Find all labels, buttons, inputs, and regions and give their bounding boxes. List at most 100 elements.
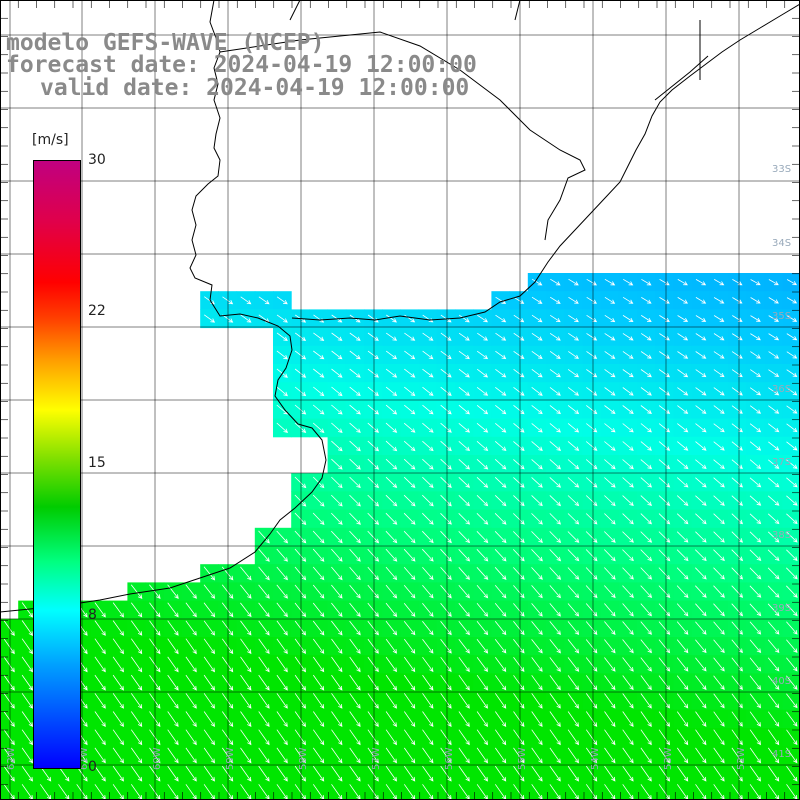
wind-cell [236, 782, 256, 800]
wind-arrow [768, 423, 780, 433]
wind-arrow [385, 656, 397, 673]
wind-arrow [130, 584, 143, 599]
wind-arrow [695, 531, 707, 543]
wind-arrow [149, 620, 161, 636]
wind-arrow [750, 333, 761, 341]
wind-arrows [3, 278, 798, 800]
wind-arrow [713, 657, 725, 672]
wind-arrow [731, 549, 744, 562]
wind-arrow [294, 638, 306, 654]
wind-arrow [458, 477, 470, 488]
wind-arrow [440, 638, 452, 654]
wind-arrow [349, 386, 361, 397]
wind-arrow [676, 711, 689, 727]
wind-arrow [531, 368, 543, 378]
wind-arrow [513, 711, 525, 727]
wind-arrow [476, 585, 489, 599]
wind-arrow [767, 621, 780, 635]
wind-arrow [331, 386, 343, 397]
wind-arrow [404, 404, 416, 415]
wind-cell [36, 782, 56, 800]
wind-arrow [786, 351, 798, 359]
wind-arrow [658, 459, 671, 470]
wind-arrow [604, 351, 616, 359]
wind-arrow [203, 747, 215, 764]
wind-arrow [294, 422, 307, 433]
wind-arrow [294, 404, 307, 415]
wind-arrow [658, 603, 671, 617]
wind-arrow [567, 729, 579, 746]
wind-cell [746, 782, 765, 800]
wind-arrow [312, 530, 325, 544]
wind-arrow [312, 765, 325, 782]
wind-arrow [349, 332, 361, 341]
wind-arrow [549, 459, 562, 470]
wind-arrow [695, 333, 707, 341]
wind-arrow [731, 513, 743, 525]
wind-arrow [258, 620, 270, 636]
wind-arrow [604, 405, 616, 415]
wind-arrow [276, 584, 288, 599]
wind-arrow [276, 620, 288, 636]
wind-arrow [695, 675, 707, 691]
wind-arrow [403, 584, 416, 599]
wind-arrow [185, 602, 197, 618]
wind-arrow [713, 387, 725, 396]
wind-arrow [476, 386, 489, 396]
wind-arrow [331, 711, 343, 727]
wind-arrow [585, 675, 598, 691]
wind-arrow [331, 620, 343, 636]
wind-arrow [513, 513, 525, 525]
wind-arrow [786, 279, 798, 286]
wind-cell [54, 782, 74, 800]
wind-arrow [476, 549, 489, 562]
wind-arrow [240, 314, 252, 323]
wind-cell [782, 309, 800, 329]
wind-arrow [21, 711, 33, 727]
wind-arrow [549, 314, 561, 323]
wind-arrow [167, 729, 179, 746]
wind-arrow [294, 530, 307, 544]
wind-cell [764, 782, 784, 800]
wind-arrow [658, 657, 671, 672]
wind-arrow [458, 656, 470, 673]
wind-arrow [549, 350, 561, 359]
wind-arrow [422, 765, 434, 782]
wind-arrow [440, 620, 452, 636]
wind-arrow [641, 297, 652, 304]
wind-arrow [749, 459, 762, 470]
lon-label: 56W [444, 747, 455, 770]
wind-arrow [622, 351, 634, 359]
wind-arrow [749, 675, 762, 690]
wind-arrow [604, 513, 616, 525]
wind-arrow [713, 639, 725, 654]
wind-arrow [531, 441, 543, 451]
wind-arrow [585, 477, 598, 488]
wind-arrow [567, 549, 580, 562]
wind-arrow [404, 350, 416, 360]
grid-labels: 33S 34S 35S 36S 37S 38S 39S 40S 41S 62W 61W 60W 59W 5… [6, 164, 791, 770]
wind-arrow [3, 693, 15, 709]
wind-arrow [440, 422, 452, 433]
wind-arrow [531, 729, 543, 746]
wind-arrow [731, 765, 743, 782]
wind-arrow [331, 584, 343, 599]
wind-arrow [567, 639, 580, 654]
wind-cell [345, 782, 365, 800]
wind-arrow [276, 711, 288, 727]
wind-arrow [422, 512, 434, 525]
lon-label: 58W [298, 747, 309, 770]
wind-arrow [294, 386, 307, 397]
wind-cell [691, 782, 711, 800]
wind-arrow [713, 351, 725, 359]
wind-arrow [658, 729, 670, 746]
wind-arrow [658, 765, 670, 782]
wind-arrow [494, 549, 507, 562]
wind-arrow [331, 566, 343, 581]
wind-arrow [531, 567, 543, 580]
wind-arrow [276, 729, 288, 746]
wind-arrow [695, 369, 707, 378]
wind-arrow [531, 747, 543, 764]
wind-arrow [767, 639, 780, 654]
wind-arrow [240, 674, 252, 691]
